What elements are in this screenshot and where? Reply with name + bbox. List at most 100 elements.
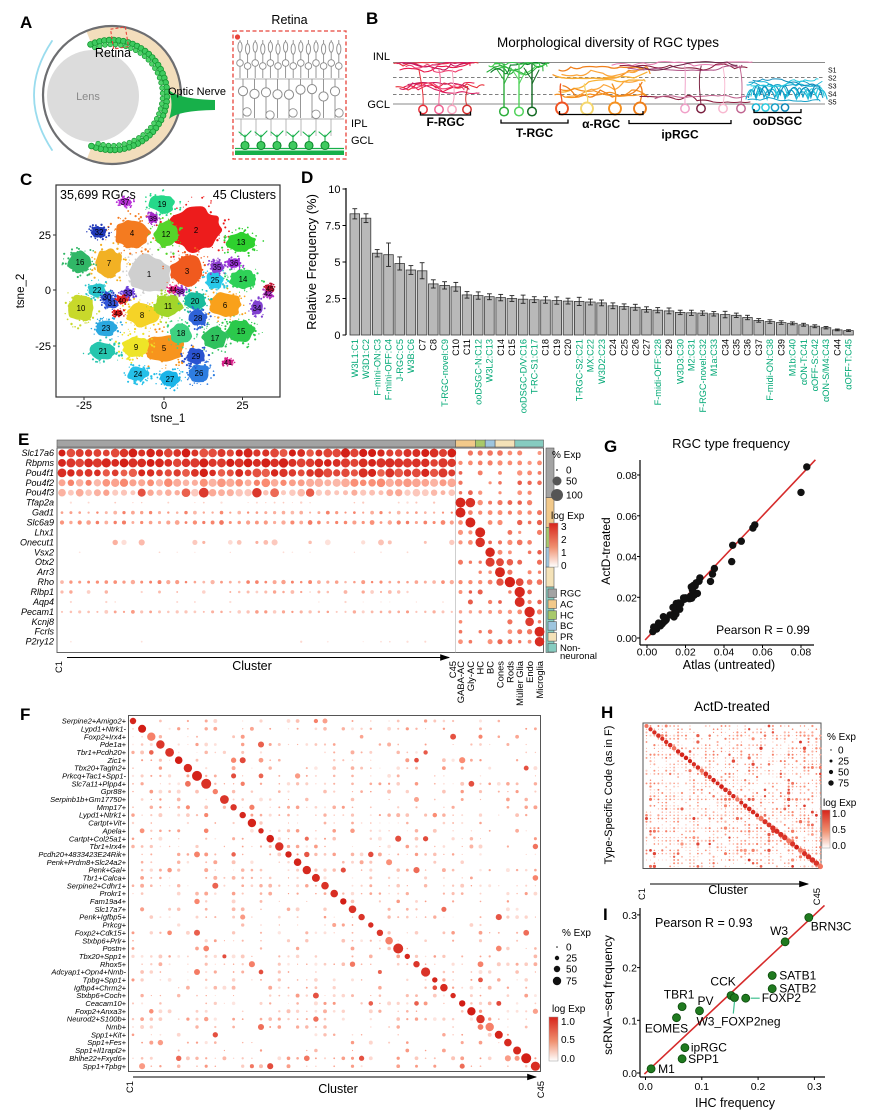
svg-text:20: 20 [191,297,200,306]
svg-text:Pou4f2: Pou4f2 [25,478,54,488]
svg-text:Slc17a6: Slc17a6 [21,448,54,458]
svg-text:B: B [366,9,378,28]
svg-text:39: 39 [149,216,157,223]
svg-text:11: 11 [164,302,172,311]
svg-text:1: 1 [561,548,567,559]
svg-text:IPL: IPL [351,118,368,130]
svg-text:α-RGC: α-RGC [582,117,620,131]
svg-text:1: 1 [147,270,151,279]
svg-text:W3D1:C2: W3D1:C2 [361,339,371,379]
svg-text:0: 0 [45,285,51,297]
svg-text:neuronal: neuronal [560,651,597,662]
svg-text:C: C [20,170,32,189]
svg-text:C19: C19 [552,339,562,356]
svg-text:Optic Nerve: Optic Nerve [168,86,226,98]
svg-text:% Exp: % Exp [562,928,591,939]
svg-text:% Exp: % Exp [552,450,581,461]
svg-text:38: 38 [176,289,184,296]
svg-text:25: 25 [236,400,248,412]
svg-text:Cluster: Cluster [318,1082,358,1096]
svg-text:2.5: 2.5 [325,294,340,306]
svg-text:28: 28 [194,314,203,323]
svg-text:Slc6a9: Slc6a9 [26,518,54,528]
svg-text:T-RGC: T-RGC [516,126,554,140]
svg-text:0.06: 0.06 [752,647,773,659]
svg-text:0.0: 0.0 [561,1054,575,1065]
svg-text:34: 34 [253,304,262,313]
svg-text:C15: C15 [507,339,517,356]
svg-text:19: 19 [158,200,167,209]
svg-text:M1b:C40: M1b:C40 [788,339,798,376]
svg-text:100: 100 [566,491,583,502]
svg-text:M2:C31: M2:C31 [687,339,697,371]
svg-text:Vsx2: Vsx2 [34,547,54,557]
svg-text:T-RC-S1:C17: T-RC-S1:C17 [530,339,540,394]
svg-text:0.00: 0.00 [637,647,658,659]
svg-text:M1a:C33: M1a:C33 [709,339,719,376]
svg-text:F-midi-ON:C38: F-midi-ON:C38 [765,339,775,401]
svg-text:H: H [601,703,613,722]
svg-text:0: 0 [561,561,567,572]
svg-text:22: 22 [93,286,102,295]
svg-text:W3L1:C1: W3L1:C1 [350,339,360,377]
svg-text:36: 36 [230,259,239,268]
svg-text:C24: C24 [608,339,618,356]
svg-text:2: 2 [561,535,567,546]
svg-text:F-mini-OFF:C4: F-mini-OFF:C4 [384,339,394,400]
svg-text:F-midi-OFF:C28: F-midi-OFF:C28 [653,339,663,405]
svg-text:J-RGC:C5: J-RGC:C5 [395,339,405,381]
svg-text:C14: C14 [496,339,506,356]
svg-text:C1: C1 [53,661,64,673]
svg-text:tsne_2: tsne_2 [15,274,27,309]
svg-text:14: 14 [239,275,248,284]
svg-text:33: 33 [124,289,133,298]
svg-text:Arr3: Arr3 [36,567,54,577]
svg-text:Pearson R = 0.99: Pearson R = 0.99 [716,623,810,637]
svg-text:AC: AC [560,599,573,610]
svg-text:0: 0 [161,400,167,412]
svg-text:31: 31 [108,299,117,308]
svg-text:32: 32 [95,228,104,237]
svg-text:C27: C27 [642,339,652,356]
svg-text:αON-S/M4:C43: αON-S/M4:C43 [821,339,831,402]
svg-text:tsne_1: tsne_1 [151,413,186,425]
svg-text:75: 75 [566,977,578,988]
svg-text:Lhx1: Lhx1 [34,527,54,537]
svg-text:0: 0 [334,330,340,342]
svg-text:log Exp: log Exp [552,1004,586,1015]
svg-text:Otx2: Otx2 [35,557,54,567]
svg-text:C29: C29 [664,339,674,356]
svg-text:40: 40 [118,298,126,305]
svg-text:1.0: 1.0 [561,1017,575,1028]
svg-text:C20: C20 [563,339,573,356]
svg-text:Cluster: Cluster [232,659,272,673]
svg-text:S4: S4 [828,92,837,99]
svg-text:26: 26 [195,369,204,378]
svg-text:A: A [20,13,32,32]
svg-text:45: 45 [266,286,274,293]
svg-text:S5: S5 [828,100,837,107]
svg-text:0.02: 0.02 [617,592,638,604]
svg-text:-25: -25 [76,400,92,412]
svg-text:W3D3:C30: W3D3:C30 [675,339,685,384]
svg-text:35: 35 [213,263,222,272]
svg-text:αON-T:C41: αON-T:C41 [799,339,809,385]
svg-text:Pecam1: Pecam1 [21,607,54,617]
svg-text:21: 21 [99,347,108,356]
svg-text:ooDSGC-D/V:C16: ooDSGC-D/V:C16 [518,339,528,413]
svg-text:W3L2:C13: W3L2:C13 [485,339,495,382]
svg-text:-25: -25 [35,341,51,353]
svg-text:Atlas (untreated): Atlas (untreated) [683,658,775,672]
svg-text:ooDSGC: ooDSGC [753,114,803,128]
svg-text:25: 25 [39,230,51,242]
svg-text:C18: C18 [541,339,551,356]
svg-text:Kcnj8: Kcnj8 [31,617,54,627]
svg-text:W3D2:C23: W3D2:C23 [597,339,607,384]
svg-text:Morphological diversity of RGC: Morphological diversity of RGC types [497,35,719,50]
svg-text:C25: C25 [619,339,629,356]
svg-text:27: 27 [166,375,175,384]
svg-text:Fcrls: Fcrls [35,627,55,637]
svg-text:W3B:C6: W3B:C6 [406,339,416,373]
svg-text:Tfap2a: Tfap2a [26,498,54,508]
svg-text:C37: C37 [754,339,764,356]
